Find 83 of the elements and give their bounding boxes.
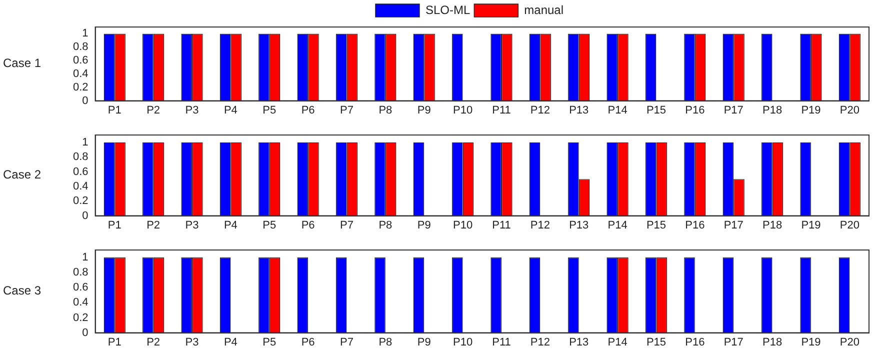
x-tick-label: P2	[146, 104, 160, 116]
x-tick-label: P1	[108, 219, 122, 232]
legend-label: manual	[524, 2, 564, 17]
x-tick-label: P8	[378, 104, 392, 116]
x-tick-label: P5	[262, 336, 276, 348]
x-tick-label: P16	[685, 336, 705, 348]
y-tick-label: 0	[82, 326, 88, 339]
x-tick-label: P20	[840, 104, 860, 116]
x-tick-label: P14	[608, 219, 628, 232]
x-tick-label: P1	[108, 336, 122, 348]
x-tick-label: P3	[185, 104, 199, 116]
x-tick-label: P9	[417, 219, 431, 232]
x-tick-label: P19	[801, 104, 821, 116]
x-tick-label: P1	[108, 104, 122, 116]
x-tick-label: P13	[569, 219, 589, 232]
x-tick-label: P13	[569, 104, 589, 116]
x-tick-label: P12	[530, 336, 550, 348]
x-tick-label: P15	[646, 219, 666, 232]
y-axis-title: Case 3	[3, 284, 42, 298]
x-tick-label: P20	[840, 336, 860, 348]
x-tick-label: P18	[762, 219, 782, 232]
x-tick-label: P12	[530, 104, 550, 116]
y-axis-title: Case 1	[3, 56, 42, 70]
y-tick-label: 0.8	[72, 41, 88, 54]
x-tick-label: P3	[185, 336, 199, 348]
y-tick-label: 0.2	[72, 195, 88, 208]
y-tick-label: 0.4	[72, 180, 88, 192]
y-axis-title: Case 2	[3, 168, 42, 182]
y-tick-label: 0.6	[72, 282, 88, 294]
x-tick-label: P16	[685, 219, 705, 232]
x-tick-label: P14	[608, 336, 628, 348]
x-tick-label: P6	[301, 104, 315, 116]
x-tick-label: P14	[608, 104, 628, 116]
x-tick-label: P18	[762, 104, 782, 116]
x-tick-label: P18	[762, 336, 782, 348]
x-tick-label: P3	[185, 219, 199, 232]
y-tick-label: 0.6	[72, 166, 88, 178]
x-tick-label: P19	[801, 219, 821, 232]
y-tick-label: 0	[82, 94, 88, 107]
y-tick-label: 1	[82, 28, 88, 40]
x-tick-label: P10	[453, 219, 473, 232]
x-tick-label: P4	[224, 219, 238, 232]
y-tick-label: 0.6	[72, 54, 88, 67]
x-tick-label: P5	[262, 104, 276, 116]
x-tick-label: P20	[840, 219, 860, 232]
x-tick-label: P17	[724, 336, 744, 348]
x-tick-label: P6	[301, 219, 315, 232]
y-tick-label: 1	[82, 252, 88, 264]
x-tick-label: P15	[646, 336, 666, 348]
x-tick-label: P8	[378, 336, 392, 348]
y-tick-label: 0.2	[72, 81, 88, 94]
x-tick-label: P13	[569, 336, 589, 348]
x-tick-label: P17	[724, 219, 744, 232]
x-tick-label: P4	[224, 104, 238, 116]
y-tick-label: 0.4	[72, 68, 88, 80]
x-tick-label: P10	[453, 336, 473, 348]
x-tick-label: P17	[724, 104, 744, 116]
x-tick-label: P15	[646, 104, 666, 116]
x-tick-label: P10	[453, 104, 473, 116]
x-tick-label: P7	[340, 219, 354, 232]
y-tick-label: 0.4	[72, 296, 88, 309]
x-tick-label: P11	[492, 219, 511, 232]
x-tick-label: P11	[492, 336, 511, 348]
x-tick-label: P9	[417, 336, 431, 348]
x-tick-label: P19	[801, 336, 821, 348]
y-tick-label: 0.8	[72, 151, 88, 164]
y-tick-label: 1	[82, 136, 88, 148]
x-tick-label: P11	[492, 104, 511, 116]
x-tick-label: P2	[146, 219, 160, 232]
x-tick-label: P4	[224, 336, 238, 348]
x-tick-label: P2	[146, 336, 160, 348]
x-tick-label: P5	[262, 219, 276, 232]
x-tick-label: P7	[340, 104, 354, 116]
y-tick-label: 0	[82, 210, 88, 222]
x-tick-label: P16	[685, 104, 705, 116]
y-tick-label: 0.2	[72, 312, 88, 324]
x-tick-label: P6	[301, 336, 315, 348]
y-tick-label: 0.8	[72, 266, 88, 279]
legend-label: SLO-ML	[425, 2, 470, 17]
x-tick-label: P9	[417, 104, 431, 116]
x-tick-label: P12	[530, 219, 550, 232]
x-tick-label: P8	[378, 219, 392, 232]
x-tick-label: P7	[340, 336, 354, 348]
